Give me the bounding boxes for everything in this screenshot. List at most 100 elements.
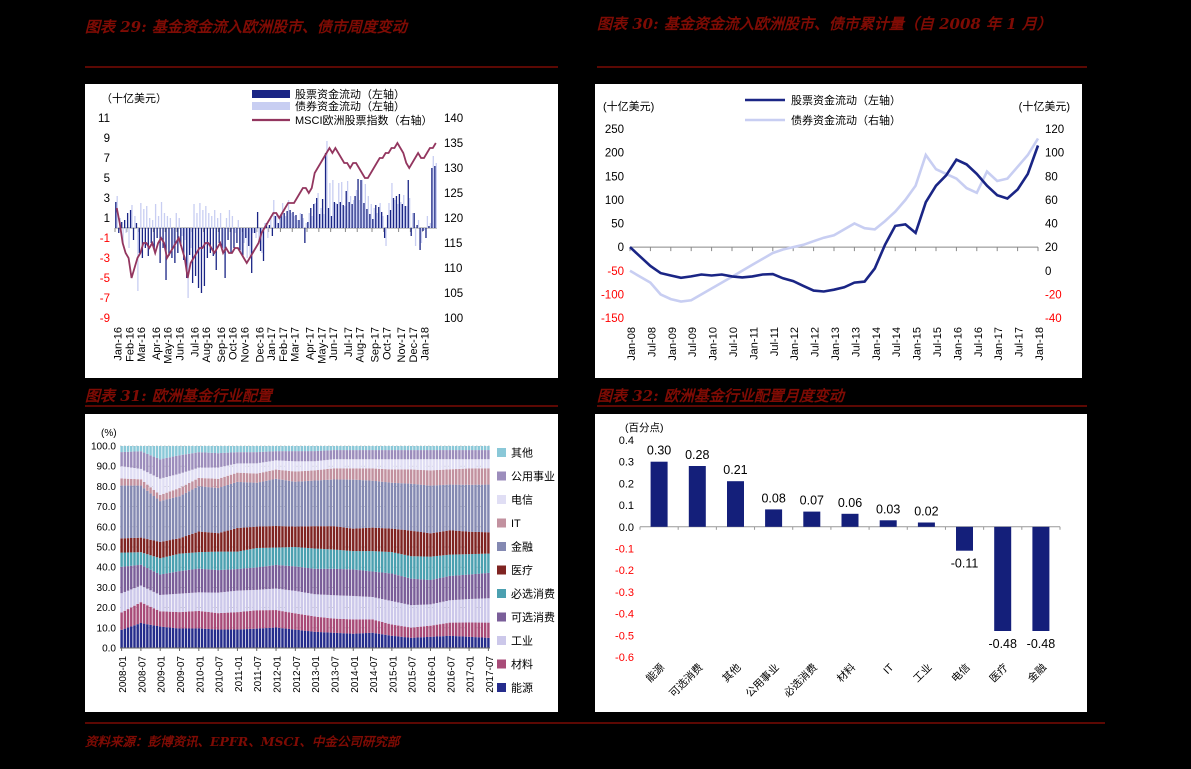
svg-text:Jul-10: Jul-10 [728,327,740,357]
svg-text:Sep-16: Sep-16 [216,327,228,362]
svg-text:债券资金流动（左轴）: 债券资金流动（左轴） [295,99,405,113]
svg-text:2014-07: 2014-07 [369,656,380,693]
svg-text:2008-07: 2008-07 [137,656,148,693]
figure-31-title: 图表 31: 欧洲基金行业配置 [85,387,272,405]
svg-text:能源: 能源 [643,661,667,685]
svg-text:2013-07: 2013-07 [330,656,341,693]
svg-text:2017-07: 2017-07 [485,656,496,693]
svg-text:Oct-17: Oct-17 [381,327,393,360]
svg-text:-0.5: -0.5 [615,630,634,642]
svg-text:200: 200 [605,148,624,160]
svg-text:Jan-15: Jan-15 [912,327,924,361]
svg-text:IT: IT [881,661,896,676]
legend: 股票资金流动（左轴）债券资金流动（左轴）MSCI欧洲股票指数（右轴） [252,87,433,127]
svg-text:材料: 材料 [834,661,858,685]
svg-text:Aug-16: Aug-16 [201,327,213,362]
svg-text:Jan-16: Jan-16 [952,327,964,361]
svg-text:(百分点): (百分点) [625,422,664,434]
svg-text:80.0: 80.0 [97,482,117,493]
svg-text:Jul-09: Jul-09 [687,327,699,357]
svg-text:股票资金流动（左轴）: 股票资金流动（左轴） [295,87,405,101]
svg-text:Jan-11: Jan-11 [748,327,760,360]
figure-29-chart-panel: 11 9 7 5 3 1 -1 -3 -5 -7 -9 140 135 130 125 120 115 110 10… [85,84,558,378]
figure-30-chart-panel: 250 200 150 100 50 0 -50 -100 -150 120 100 80 60 40 20… [595,84,1082,378]
svg-text:Nov-17: Nov-17 [396,327,408,362]
svg-text:Jul-15: Jul-15 [932,327,944,357]
svg-text:2017-01: 2017-01 [466,656,477,693]
svg-text:2015-01: 2015-01 [388,656,399,693]
svg-text:可选消费: 可选消费 [511,610,555,624]
svg-text:Jan-17: Jan-17 [993,327,1005,361]
svg-text:-7: -7 [100,293,110,305]
svg-text:0.3: 0.3 [619,457,634,469]
figure-29-title: 图表 29: 基金资金流入欧洲股市、债市周度变动 [85,18,407,36]
svg-text:金融: 金融 [1025,661,1049,685]
svg-text:0.28: 0.28 [685,448,709,462]
svg-text:0.07: 0.07 [800,494,824,508]
svg-text:Jan-12: Jan-12 [789,327,801,361]
svg-text:-1: -1 [100,233,110,245]
svg-text:3: 3 [104,193,110,205]
svg-text:11: 11 [98,113,110,125]
source-note: 资料来源：彭博资讯、EPFR、MSCI、中金公司研究部 [85,734,400,749]
svg-text:-0.6: -0.6 [615,652,634,664]
svg-text:1: 1 [104,213,110,225]
svg-text:2016-01: 2016-01 [427,656,438,693]
svg-text:-0.2: -0.2 [615,565,634,577]
svg-text:Jan-17: Jan-17 [266,327,278,361]
svg-text:0.06: 0.06 [838,496,862,510]
equity-bars [115,153,436,293]
svg-text:10.0: 10.0 [97,623,117,634]
svg-text:130: 130 [444,163,463,175]
msci-line [115,141,437,279]
svg-text:0.02: 0.02 [914,504,938,518]
svg-text:2014-01: 2014-01 [350,656,361,693]
svg-text:100: 100 [1045,148,1064,160]
figure-30-title-rule [597,66,1087,68]
svg-text:250: 250 [605,124,624,136]
svg-text:(%): (%) [101,428,117,439]
svg-text:Jul-12: Jul-12 [810,327,822,357]
svg-text:-50: -50 [607,266,624,278]
svg-text:2010-01: 2010-01 [195,656,206,693]
svg-text:50: 50 [611,219,624,231]
svg-text:债券资金流动（右轴）: 债券资金流动（右轴） [791,113,901,127]
svg-text:IT: IT [511,518,521,530]
svg-text:80: 80 [1045,171,1058,183]
bond-line [629,137,1040,303]
svg-text:110: 110 [444,263,462,275]
figure-31-chart-panel: 100.0 90.0 80.0 70.0 60.0 50.0 40.0 30.0 20.0 10.… [85,414,558,712]
svg-text:60: 60 [1045,195,1058,207]
svg-text:-9: -9 [100,313,110,325]
svg-text:2009-07: 2009-07 [176,656,187,693]
svg-text:0.30: 0.30 [647,444,671,458]
svg-text:0.21: 0.21 [723,463,747,477]
svg-text:Jul-17: Jul-17 [1014,327,1026,357]
svg-text:公用事业: 公用事业 [511,470,555,483]
svg-text:Nov-16: Nov-16 [240,327,252,362]
svg-text:20.0: 20.0 [97,603,117,614]
svg-text:120: 120 [444,213,463,225]
svg-text:Jul-11: Jul-11 [769,327,781,356]
svg-text:60.0: 60.0 [97,522,117,533]
svg-text:Mar-16: Mar-16 [136,327,148,362]
svg-text:2011-01: 2011-01 [234,656,245,692]
svg-text:2008-01: 2008-01 [118,656,129,693]
svg-text:Jul-16: Jul-16 [189,327,201,357]
svg-text:20: 20 [1045,242,1058,254]
svg-text:电信: 电信 [511,494,533,507]
bond-bars [116,141,437,298]
svg-text:0.2: 0.2 [619,478,634,490]
svg-text:金融: 金融 [511,540,533,554]
figure-30-title: 图表 30: 基金资金流入欧洲股市、债市累计量（自 2008 年 1 月） [597,15,1052,33]
svg-text:9: 9 [104,133,110,145]
figure-31-title-rule [85,405,558,407]
svg-text:40: 40 [1045,219,1058,231]
svg-text:Apr-17: Apr-17 [304,327,316,360]
svg-text:2010-07: 2010-07 [215,656,226,693]
svg-text:Jan-08: Jan-08 [626,327,638,361]
svg-text:Jul-08: Jul-08 [646,327,658,357]
svg-text:电信: 电信 [949,661,973,685]
svg-text:0.4: 0.4 [619,435,634,447]
